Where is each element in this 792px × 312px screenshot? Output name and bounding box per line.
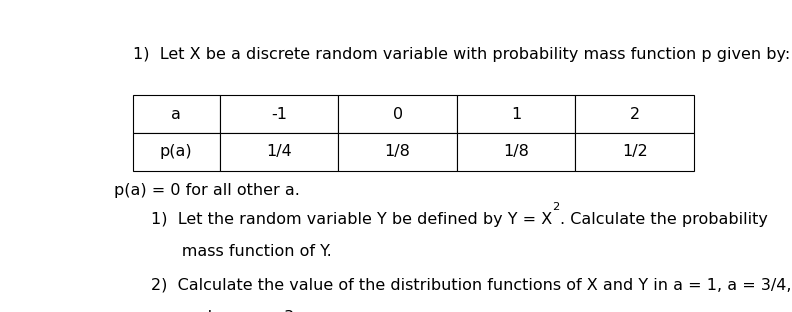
Text: 1/4: 1/4 <box>266 144 292 159</box>
Text: 0: 0 <box>393 106 402 121</box>
Bar <box>575 133 695 171</box>
Bar <box>133 133 220 171</box>
Text: p(a) = 0 for all other a.: p(a) = 0 for all other a. <box>114 183 300 198</box>
Bar <box>575 95 695 133</box>
Bar <box>133 95 220 133</box>
Text: 1/8: 1/8 <box>503 144 529 159</box>
Text: a: a <box>171 106 181 121</box>
Bar <box>220 95 338 133</box>
Text: mass function of Y.: mass function of Y. <box>151 244 332 259</box>
Text: 1)  Let the random variable Y be defined by Y = X: 1) Let the random variable Y be defined … <box>151 212 553 227</box>
Text: 1/2: 1/2 <box>622 144 648 159</box>
Bar <box>457 95 575 133</box>
Text: . Calculate the probability: . Calculate the probability <box>560 212 767 227</box>
Text: 1)  Let X be a discrete random variable with probability mass function p given b: 1) Let X be a discrete random variable w… <box>133 47 790 62</box>
Text: 2)  Calculate the value of the distribution functions of X and Y in a = 1, a = 3: 2) Calculate the value of the distributi… <box>151 278 792 293</box>
Text: 1/8: 1/8 <box>385 144 410 159</box>
Text: -1: -1 <box>271 106 287 121</box>
Bar <box>338 95 457 133</box>
Bar <box>338 133 457 171</box>
Text: 1: 1 <box>511 106 521 121</box>
Text: 2: 2 <box>630 106 640 121</box>
Text: p(a): p(a) <box>160 144 192 159</box>
Bar <box>457 133 575 171</box>
Bar <box>220 133 338 171</box>
Text: and a = π − 3.: and a = π − 3. <box>151 310 299 312</box>
Text: 2: 2 <box>553 202 560 212</box>
